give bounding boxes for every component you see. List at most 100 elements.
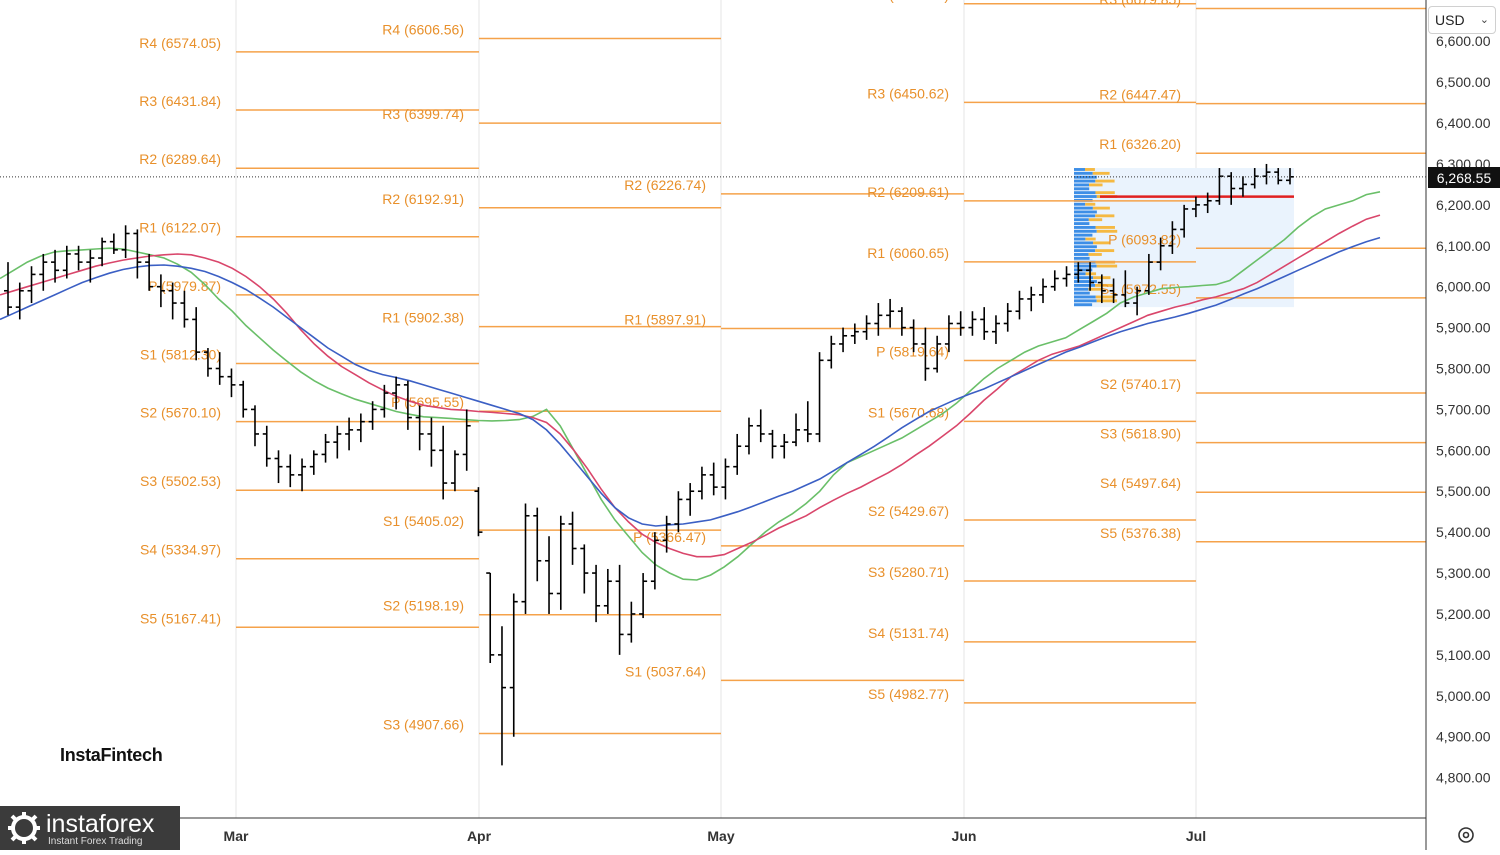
ohlc-bar (944, 315, 953, 353)
ohlc-bar (427, 417, 436, 467)
ohlc-bar (439, 425, 448, 500)
profile-row-buy (1074, 183, 1090, 187)
ohlc-bar (991, 315, 1000, 344)
profile-row-buy (1074, 249, 1096, 253)
ohlc-bar (1191, 196, 1200, 218)
ohlc-bar (274, 450, 283, 484)
ohlc-bar (1203, 192, 1212, 214)
settings-icon[interactable] (1455, 824, 1477, 846)
ohlc-bar (27, 266, 36, 304)
ohlc-bar (227, 368, 236, 398)
ohlc-bar (368, 401, 377, 430)
ohlc-bar (592, 564, 601, 623)
pivot-label: S4 (5131.74) (868, 625, 949, 641)
ohlc-bar (1215, 168, 1224, 205)
pivot-label: P (5819.64) (876, 343, 949, 359)
ohlc-bar (909, 319, 918, 353)
ohlc-bar (98, 237, 107, 267)
price-tick-label: 5,500.00 (1436, 483, 1491, 499)
profile-row-buy (1074, 222, 1090, 225)
last-price-badge: 6,268.55 (1428, 167, 1500, 188)
pivot-label: S1 (5972.55) (1100, 281, 1181, 297)
pivot-label: S1 (5405.02) (383, 513, 464, 529)
price-tick-label: 5,600.00 (1436, 442, 1491, 458)
ohlc-bar (686, 483, 695, 516)
month-label: Apr (467, 828, 492, 844)
profile-row-sell (1095, 295, 1116, 299)
price-tick-label: 5,000.00 (1436, 688, 1491, 704)
moving-average-line (0, 191, 1381, 581)
pivot-label: R2 (6447.47) (1099, 87, 1181, 103)
pivot-label: S3 (5618.90) (1100, 426, 1181, 442)
profile-row-sell (1085, 168, 1095, 171)
profile-row-buy (1074, 264, 1097, 268)
pivot-label: S2 (5198.19) (383, 598, 464, 614)
pivot-label: S5 (5167.41) (140, 610, 221, 626)
last-price-label: 6,268.55 (1436, 169, 1492, 186)
profile-row-sell (1095, 191, 1115, 195)
profile-row-buy (1074, 171, 1093, 175)
profile-row-buy (1074, 299, 1097, 303)
pivot-label: R1 (6122.07) (139, 220, 221, 236)
profile-row-buy (1074, 229, 1097, 233)
ohlc-bar (780, 433, 789, 459)
profile-row-buy (1074, 225, 1096, 229)
ohlc-bar (1262, 163, 1271, 185)
price-tick-label: 5,400.00 (1436, 524, 1491, 540)
pivot-levels: R4 (6574.05) R3 (6431.84) R2 (6289.64) R1 (… (139, 0, 1426, 735)
price-tick-label: 5,700.00 (1436, 401, 1491, 417)
profile-row-buy (1074, 283, 1096, 287)
profile-row-buy (1074, 175, 1097, 179)
price-tick-label: 6,200.00 (1436, 197, 1491, 213)
ohlc-bar (250, 405, 259, 447)
pivot-label: R4 (6574.05) (139, 35, 221, 51)
ohlc-bar (309, 450, 318, 475)
price-tick-label: 5,100.00 (1436, 647, 1491, 663)
ohlc-bar (109, 233, 118, 254)
ohlc-bar (580, 544, 589, 594)
profile-row-buy (1074, 214, 1096, 218)
profile-row-buy (1074, 218, 1089, 222)
watermark-name: instaforex (46, 810, 155, 838)
chevron-down-icon: ⌄ (1479, 14, 1489, 26)
ohlc-bar (1168, 221, 1177, 254)
profile-row-buy (1074, 245, 1097, 249)
ohlc-bar (145, 253, 154, 291)
pivot-label: R1 (6326.20) (1099, 136, 1181, 152)
pivot-label: S3 (4907.66) (383, 717, 464, 733)
ohlc-bar (4, 262, 12, 316)
ohlc-bar (968, 311, 977, 336)
ohlc-bar (1062, 266, 1071, 287)
moving-averages (0, 191, 1381, 581)
ohlc-bar (756, 409, 765, 443)
profile-row-sell (1092, 206, 1110, 210)
profile-row-buy (1074, 276, 1094, 280)
currency-label: USD (1435, 12, 1465, 28)
ohlc-bar (850, 323, 859, 344)
profile-row-buy (1074, 287, 1089, 291)
ohlc-bar (862, 315, 871, 340)
profile-row-sell (1088, 287, 1102, 291)
profile-row-buy (1074, 295, 1096, 299)
pivot-label: R2 (6289.64) (139, 151, 221, 167)
profile-row-buy (1074, 210, 1097, 214)
ohlc-bar (239, 380, 248, 418)
currency-select[interactable]: USD ⌄ (1428, 6, 1496, 34)
ohlc-bar (450, 450, 459, 492)
ohlc-bar (533, 507, 542, 582)
profile-row-buy (1074, 179, 1096, 183)
ohlc-bar (39, 253, 48, 291)
profile-row-sell (1085, 202, 1096, 206)
ohlc-bar (380, 384, 389, 418)
ohlc-bar (803, 401, 812, 443)
profile-row-buy (1074, 291, 1090, 295)
profile-row-sell (1095, 179, 1115, 183)
price-tick-label: 6,000.00 (1436, 279, 1491, 295)
profile-row-buy (1074, 237, 1086, 241)
pivot-label: P (5695.55) (391, 394, 464, 410)
pivot-label: R1 (5902.38) (382, 310, 464, 326)
pivot-label: S3 (5280.71) (868, 564, 949, 580)
ohlc-bar (1180, 204, 1189, 238)
